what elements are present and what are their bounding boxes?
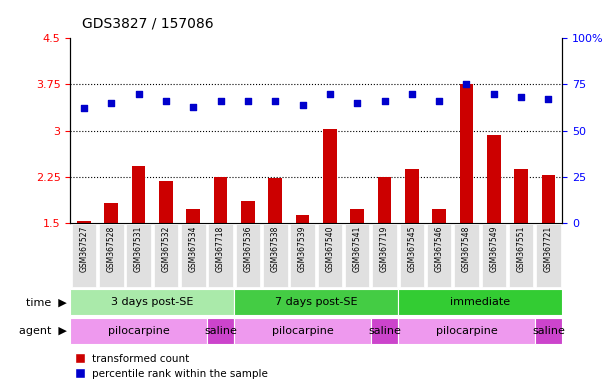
Bar bbox=[378, 177, 391, 223]
Text: GSM367548: GSM367548 bbox=[462, 226, 471, 272]
FancyBboxPatch shape bbox=[427, 224, 452, 287]
FancyBboxPatch shape bbox=[536, 224, 561, 287]
FancyBboxPatch shape bbox=[398, 318, 535, 344]
Point bbox=[79, 105, 89, 111]
Text: GSM367545: GSM367545 bbox=[408, 226, 416, 273]
Bar bbox=[459, 84, 474, 223]
FancyBboxPatch shape bbox=[207, 318, 234, 344]
Text: pilocarpine: pilocarpine bbox=[108, 326, 169, 336]
Text: GSM367536: GSM367536 bbox=[243, 226, 252, 273]
FancyBboxPatch shape bbox=[236, 224, 260, 287]
Text: 7 days post-SE: 7 days post-SE bbox=[275, 297, 357, 308]
Text: GSM367528: GSM367528 bbox=[107, 226, 115, 272]
Point bbox=[161, 98, 171, 104]
Bar bbox=[241, 201, 255, 223]
Text: 3 days post-SE: 3 days post-SE bbox=[111, 297, 194, 308]
FancyBboxPatch shape bbox=[70, 290, 234, 315]
FancyBboxPatch shape bbox=[153, 224, 178, 287]
Bar bbox=[296, 215, 309, 223]
Bar bbox=[487, 136, 500, 223]
FancyBboxPatch shape bbox=[454, 224, 479, 287]
Text: GSM367721: GSM367721 bbox=[544, 226, 553, 272]
Text: saline: saline bbox=[204, 326, 237, 336]
FancyBboxPatch shape bbox=[208, 224, 233, 287]
Point bbox=[188, 104, 198, 110]
Text: GSM367546: GSM367546 bbox=[434, 226, 444, 273]
Point bbox=[298, 102, 307, 108]
Point bbox=[134, 91, 144, 97]
Bar bbox=[350, 209, 364, 223]
Text: pilocarpine: pilocarpine bbox=[436, 326, 497, 336]
FancyBboxPatch shape bbox=[535, 318, 562, 344]
Bar bbox=[433, 209, 446, 223]
Bar bbox=[186, 209, 200, 223]
Point bbox=[379, 98, 389, 104]
Text: GSM367551: GSM367551 bbox=[517, 226, 525, 272]
Bar bbox=[268, 179, 282, 223]
FancyBboxPatch shape bbox=[371, 318, 398, 344]
Point bbox=[243, 98, 253, 104]
Text: GDS3827 / 157086: GDS3827 / 157086 bbox=[82, 17, 214, 31]
Point bbox=[461, 81, 471, 88]
Point bbox=[407, 91, 417, 97]
FancyBboxPatch shape bbox=[318, 224, 342, 287]
FancyBboxPatch shape bbox=[481, 224, 506, 287]
FancyBboxPatch shape bbox=[234, 290, 398, 315]
FancyBboxPatch shape bbox=[400, 224, 424, 287]
Text: GSM367534: GSM367534 bbox=[189, 226, 198, 273]
Text: GSM367538: GSM367538 bbox=[271, 226, 280, 272]
Text: GSM367532: GSM367532 bbox=[161, 226, 170, 272]
Text: saline: saline bbox=[368, 326, 401, 336]
Text: GSM367718: GSM367718 bbox=[216, 226, 225, 272]
Text: immediate: immediate bbox=[450, 297, 510, 308]
FancyBboxPatch shape bbox=[398, 290, 562, 315]
Bar bbox=[323, 129, 337, 223]
Point bbox=[489, 91, 499, 97]
FancyBboxPatch shape bbox=[70, 318, 207, 344]
Point bbox=[106, 100, 116, 106]
Point bbox=[434, 98, 444, 104]
Bar bbox=[159, 181, 173, 223]
Bar bbox=[541, 175, 555, 223]
Point bbox=[353, 100, 362, 106]
Point bbox=[216, 98, 225, 104]
FancyBboxPatch shape bbox=[234, 318, 371, 344]
Text: GSM367719: GSM367719 bbox=[380, 226, 389, 272]
Bar bbox=[514, 169, 528, 223]
Point bbox=[516, 94, 526, 101]
Text: GSM367531: GSM367531 bbox=[134, 226, 143, 272]
Text: GSM367540: GSM367540 bbox=[325, 226, 334, 273]
FancyBboxPatch shape bbox=[372, 224, 397, 287]
Bar bbox=[77, 222, 91, 223]
FancyBboxPatch shape bbox=[509, 224, 533, 287]
FancyBboxPatch shape bbox=[181, 224, 205, 287]
Bar bbox=[104, 203, 118, 223]
FancyBboxPatch shape bbox=[99, 224, 123, 287]
Bar bbox=[405, 169, 419, 223]
Point bbox=[544, 96, 554, 102]
FancyBboxPatch shape bbox=[263, 224, 288, 287]
Text: GSM367549: GSM367549 bbox=[489, 226, 499, 273]
Text: time  ▶: time ▶ bbox=[26, 297, 67, 308]
Text: GSM367539: GSM367539 bbox=[298, 226, 307, 273]
Legend: transformed count, percentile rank within the sample: transformed count, percentile rank withi… bbox=[76, 354, 268, 379]
Point bbox=[325, 91, 335, 97]
FancyBboxPatch shape bbox=[290, 224, 315, 287]
FancyBboxPatch shape bbox=[126, 224, 151, 287]
Text: pilocarpine: pilocarpine bbox=[272, 326, 334, 336]
Bar bbox=[214, 177, 227, 223]
Bar bbox=[132, 166, 145, 223]
Text: GSM367541: GSM367541 bbox=[353, 226, 362, 272]
Point bbox=[270, 98, 280, 104]
Text: GSM367527: GSM367527 bbox=[79, 226, 89, 272]
Text: agent  ▶: agent ▶ bbox=[20, 326, 67, 336]
FancyBboxPatch shape bbox=[71, 224, 96, 287]
FancyBboxPatch shape bbox=[345, 224, 370, 287]
Text: saline: saline bbox=[532, 326, 565, 336]
